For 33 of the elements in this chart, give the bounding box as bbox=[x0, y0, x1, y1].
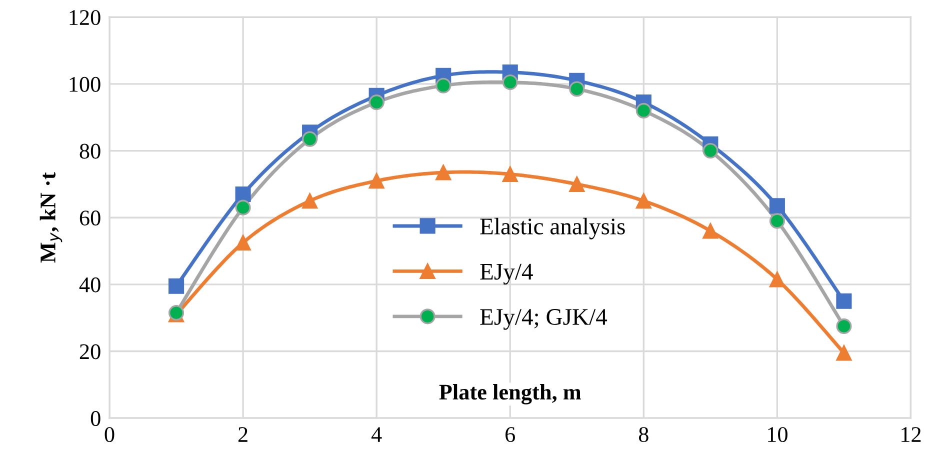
point bbox=[235, 234, 251, 250]
x-tick-label: 12 bbox=[902, 427, 921, 442]
x-tick-label: 2 bbox=[238, 427, 248, 442]
point bbox=[769, 272, 785, 288]
x-tick-label: 4 bbox=[371, 427, 382, 442]
legend-label: EJy/4 bbox=[480, 264, 533, 285]
y-axis-title: M$_{y}$, kN ·t bbox=[40, 172, 62, 263]
y-tick-label: 60 bbox=[80, 210, 100, 226]
x-tick-label: 8 bbox=[638, 427, 648, 442]
point bbox=[702, 223, 718, 239]
point bbox=[502, 166, 518, 182]
point bbox=[168, 278, 184, 294]
point bbox=[836, 345, 852, 361]
point bbox=[636, 193, 652, 209]
point bbox=[436, 164, 452, 180]
x-tick-label: 6 bbox=[506, 427, 516, 442]
y-tick-label: 40 bbox=[79, 277, 100, 292]
y-tick-label: 80 bbox=[80, 144, 100, 159]
x-tick-label: 10 bbox=[768, 427, 788, 442]
point bbox=[302, 193, 318, 209]
y-tick-label: 100 bbox=[70, 76, 100, 92]
y-tick-label: 20 bbox=[80, 344, 100, 360]
y-tick-label: 0 bbox=[90, 411, 100, 426]
point bbox=[235, 186, 251, 202]
legend-label: EJy/4; GJK/4 bbox=[480, 309, 608, 330]
legend-label: Elastic analysis bbox=[480, 218, 625, 240]
point bbox=[569, 176, 585, 192]
x-tick-label: 0 bbox=[104, 427, 114, 442]
x-axis-title: Plate length, m bbox=[439, 384, 582, 404]
point bbox=[368, 173, 384, 189]
point bbox=[836, 293, 852, 309]
point bbox=[769, 198, 785, 214]
y-tick-label: 120 bbox=[70, 10, 100, 26]
